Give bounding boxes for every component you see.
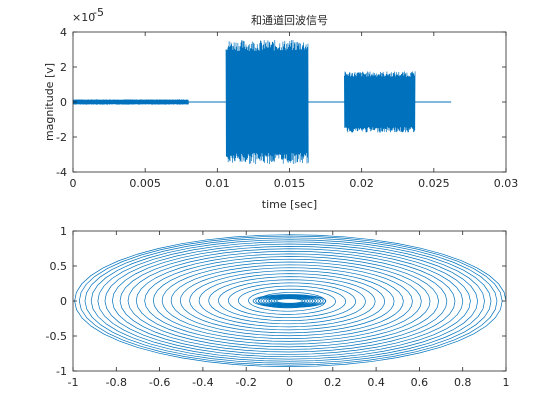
plot-2-x-tick-label: 0.2 (324, 376, 342, 389)
center-ring (276, 298, 303, 304)
plot-1: 和通道回波信号 0 0.005 0.01 0.015 0.02 0.025 0.03 -4-… (43, 6, 518, 211)
plot-1-x-tick-label: 0.02 (349, 177, 374, 190)
plot-1-x-tick-label: 0.03 (494, 177, 519, 190)
plot-2-area (73, 231, 506, 371)
plot-1-signal (72, 39, 452, 165)
plot-1-y-tick-label: 0 (60, 96, 67, 109)
plot-1-y-tick-label: 2 (60, 61, 67, 74)
plot-2-y-ticks: -1 -0.5 0 0.5 1 (46, 225, 506, 378)
plot-2-x-tick-label: 0.6 (411, 376, 429, 389)
signal-burst-3 (344, 71, 416, 133)
center-ring (263, 295, 316, 307)
plot-2-y-tick-label: -1 (56, 365, 67, 378)
plot-1-x-tick-label: 0.015 (274, 177, 306, 190)
center-ring (255, 294, 324, 308)
plot-2-curve (74, 234, 507, 368)
center-ring (270, 297, 309, 305)
plot-2-x-tick-label: 0.8 (454, 376, 472, 389)
center-ring (265, 296, 314, 306)
plot-2-y-tick-label: 1 (60, 225, 67, 238)
plot-2-y-tick-label: 0.5 (50, 260, 68, 273)
plot-2-x-tick-label: 1 (503, 376, 510, 389)
plot-1-y-ticks: -4 -2 0 2 4 (56, 26, 506, 179)
plot-1-y-tick-label: -4 (56, 166, 67, 179)
plot-2-x-tick-label: 0.4 (367, 376, 385, 389)
plot-2: -1 -0.8 -0.6 -0.4 -0.2 0 0.2 0.4 0.6 0.8 1 -1 -0.5 0… (46, 225, 510, 389)
plot-1-x-tick-label: 0 (70, 177, 77, 190)
plot-2-y-tick-label: -0.5 (46, 330, 67, 343)
plot-2-x-tick-label: -0.8 (106, 376, 127, 389)
plot-1-y-exponent: -5 (93, 6, 104, 19)
plot-2-x-tick-label: -1 (68, 376, 79, 389)
center-ring (252, 294, 327, 308)
plot-1-x-tick-label: 0.025 (418, 177, 450, 190)
plot-1-x-tick-label: 0.005 (129, 177, 161, 190)
center-ring (260, 295, 319, 307)
plot-1-x-tick-label: 0.01 (205, 177, 230, 190)
plot-1-y-tick-label: 4 (60, 26, 67, 39)
plot-2-y-tick-label: 0 (60, 295, 67, 308)
plot-2-x-tick-label: -0.6 (149, 376, 170, 389)
plot-1-y-tick-label: -2 (56, 131, 67, 144)
plot-2-x-ticks: -1 -0.8 -0.6 -0.4 -0.2 0 0.2 0.4 0.6 0.8 1 (68, 231, 510, 389)
plot-1-title: 和通道回波信号 (251, 13, 328, 27)
plot-2-x-tick-label: 0 (286, 376, 293, 389)
plot-2-x-tick-label: -0.4 (192, 376, 213, 389)
center-ring (268, 296, 311, 306)
plot-2-x-tick-label: -0.2 (235, 376, 256, 389)
plot-1-x-label: time [sec] (262, 198, 317, 211)
center-ring (257, 295, 322, 307)
plot-1-y-exponent-base: ×10 (72, 11, 95, 24)
plot-1-x-ticks: 0 0.005 0.01 0.015 0.02 0.025 0.03 (70, 32, 519, 190)
center-ring (273, 297, 306, 305)
plot-1-y-label: magnitude [v] (43, 63, 56, 141)
spiral-curve (74, 234, 507, 368)
